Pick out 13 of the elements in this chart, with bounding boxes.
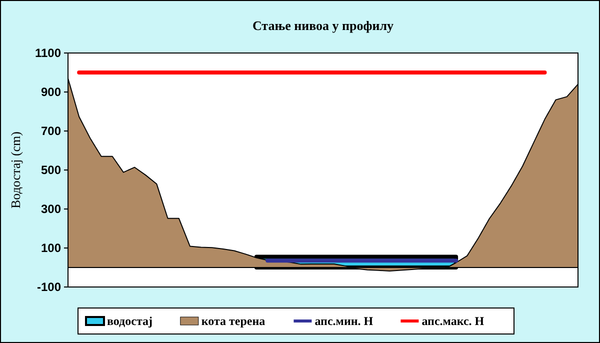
y-axis-title: Водостај (cm) — [8, 131, 23, 209]
chart-title: Стање нивоа у профилу — [252, 18, 394, 33]
y-tick-label: -100 — [36, 280, 62, 294]
y-tick-label: 900 — [40, 85, 62, 100]
legend-label: апс.мин. H — [314, 314, 374, 328]
y-tick-label: 700 — [40, 124, 62, 138]
legend-label: водостај — [107, 314, 152, 328]
y-tick-label: 100 — [40, 241, 62, 256]
legend-label: кота терена — [201, 314, 266, 328]
y-tick-label: 500 — [40, 163, 62, 178]
y-tick-label: 1100 — [34, 46, 62, 60]
y-tick-label: 300 — [40, 202, 62, 216]
legend-label: апс.макс. H — [422, 314, 485, 328]
